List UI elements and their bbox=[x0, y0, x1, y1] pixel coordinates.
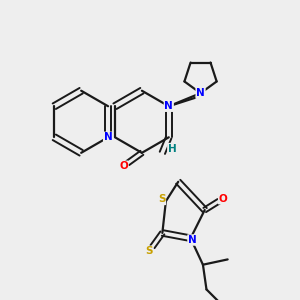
Text: H: H bbox=[168, 144, 177, 154]
Text: S: S bbox=[145, 246, 153, 256]
Text: O: O bbox=[219, 194, 227, 204]
Text: O: O bbox=[119, 161, 128, 171]
Text: N: N bbox=[196, 88, 205, 98]
Text: S: S bbox=[158, 194, 165, 204]
Text: N: N bbox=[164, 101, 173, 111]
Text: N: N bbox=[104, 132, 112, 142]
Text: N: N bbox=[188, 235, 197, 245]
